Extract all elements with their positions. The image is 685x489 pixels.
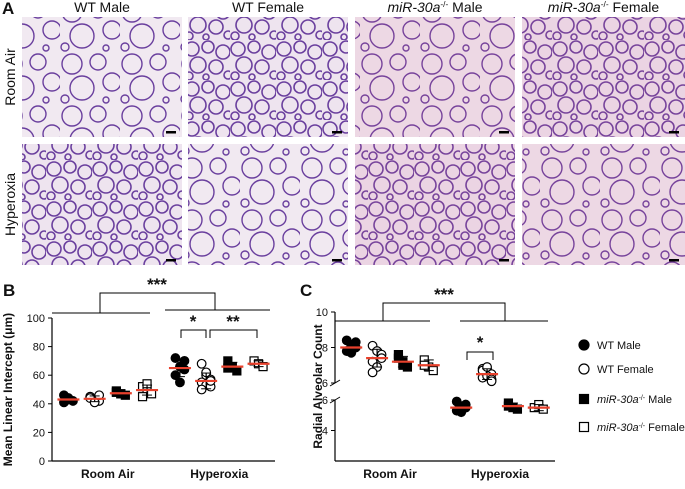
stain-tint — [355, 144, 515, 265]
scale-bar — [499, 259, 509, 262]
y-tick-label: 40 — [33, 399, 45, 411]
panel-label: B — [3, 281, 15, 300]
significance-bracket — [209, 329, 258, 338]
histology-image — [22, 17, 182, 137]
legend-label: miR-30a-/- Male — [597, 394, 672, 406]
data-point — [175, 377, 185, 388]
significance-label: ** — [226, 312, 240, 331]
column-header: WT Male — [74, 0, 130, 15]
histology-panel: A — [2, 0, 14, 18]
scale-bar — [332, 131, 342, 134]
histology-image — [188, 144, 348, 265]
data-point — [137, 392, 148, 402]
text-part: -/- — [601, 0, 609, 9]
legend-label: WT Male — [597, 340, 641, 352]
x-tick-label: Hyperoxia — [190, 467, 248, 481]
chart: B 0 20 40 60 80 100 Mean Linear Intercept (μm) R… — [1, 275, 275, 481]
x-tick-label: Room Air — [363, 467, 417, 481]
legend-label: WT Female — [597, 364, 654, 376]
histology-image — [522, 17, 685, 137]
data-point — [367, 367, 378, 378]
scale-bar — [166, 131, 176, 134]
y-tick-label: 80 — [33, 342, 45, 354]
scale-bar — [166, 259, 176, 262]
text-part: Female — [609, 0, 660, 15]
y-axis-title: Radial Alveolar Count — [311, 324, 325, 448]
text-part: miR-30a — [597, 422, 639, 434]
text-part: WT Female — [232, 0, 304, 15]
data-point — [179, 356, 190, 366]
significance-bracket — [466, 351, 494, 360]
legend-item — [578, 363, 590, 375]
x-tick-label: Room Air — [81, 467, 135, 481]
significance-label: *** — [147, 275, 167, 294]
text-part: -/- — [440, 0, 448, 9]
histology-image — [522, 144, 685, 265]
text-part: miR-30a — [597, 394, 639, 406]
y-tick-label: 10 — [316, 307, 328, 319]
row-label: Room Air — [2, 48, 18, 106]
y-tick-label: 100 — [27, 313, 45, 325]
data-point — [196, 358, 207, 369]
stain-tint — [522, 17, 685, 137]
histology-image — [188, 17, 348, 137]
legend-item — [578, 421, 590, 433]
stain-tint — [522, 144, 685, 265]
legend-label: miR-30a-/- Female — [597, 422, 685, 434]
data-point — [170, 353, 181, 363]
text-part: -/- — [639, 423, 646, 430]
row-label: Hyperoxia — [2, 173, 18, 236]
legend-marker — [578, 393, 590, 405]
legend-marker — [578, 421, 590, 433]
column-header: WT Female — [232, 0, 304, 15]
legend-marker — [578, 363, 590, 375]
data-point — [196, 384, 207, 395]
significance-bracket — [180, 329, 207, 338]
scale-bar — [332, 259, 342, 262]
data-point — [538, 404, 548, 414]
legend-item — [578, 339, 590, 351]
y-tick-label: 20 — [33, 427, 45, 439]
text-part: Male — [448, 0, 482, 15]
column-header: miR-30a-/- Male — [387, 0, 482, 15]
y-tick-label: 60 — [33, 370, 45, 382]
legend-marker — [578, 339, 590, 351]
y-axis-title: Mean Linear Intercept (μm) — [1, 313, 15, 466]
significance-label: * — [477, 333, 484, 352]
scale-bar — [499, 131, 509, 134]
data-point — [486, 376, 497, 387]
text-part: Male — [645, 394, 672, 406]
significance-label: *** — [434, 285, 454, 304]
y-tick-label: 0 — [39, 456, 45, 468]
text-part: Female — [645, 422, 685, 434]
histology-images — [22, 17, 685, 265]
significance-bracket — [382, 302, 506, 321]
x-tick-label: Hyperoxia — [471, 467, 529, 481]
text-part: WT Male — [74, 0, 130, 15]
text-part: -/- — [639, 395, 646, 402]
scale-bar — [669, 259, 679, 262]
chart: C 4 6 6 8 10 Radial Alveolar Count Room Air Hype… — [300, 281, 555, 481]
y-tick-label: 4 — [322, 426, 328, 438]
y-tick-label: 8 — [322, 343, 328, 355]
y-tick-label: 6 — [322, 395, 328, 407]
scale-bar — [669, 131, 679, 134]
y-tick-label: 6 — [322, 378, 328, 390]
histology-image — [355, 144, 515, 265]
panel-label: C — [300, 281, 312, 300]
text-part: miR-30a — [387, 0, 440, 15]
histology-image — [22, 144, 182, 265]
panel-label: A — [2, 0, 14, 18]
text-part: miR-30a — [548, 0, 601, 15]
significance-bracket — [99, 292, 216, 313]
significance-label: * — [190, 312, 197, 331]
text-part: WT Female — [597, 364, 654, 376]
legend-item — [578, 393, 590, 405]
data-point — [179, 364, 190, 375]
text-part: WT Male — [597, 340, 641, 352]
stain-tint — [355, 17, 515, 137]
column-header: miR-30a-/- Female — [548, 0, 660, 15]
histology-image — [355, 17, 515, 137]
